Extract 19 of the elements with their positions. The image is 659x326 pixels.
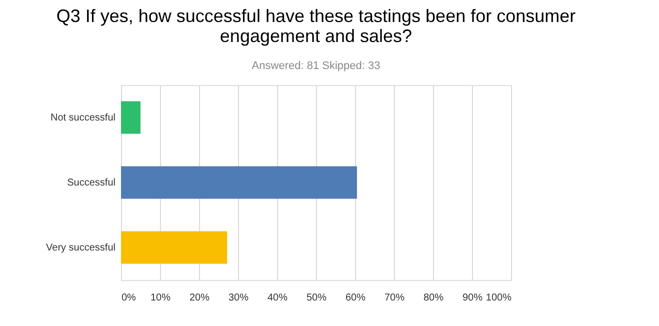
x-tick-label: 100% bbox=[486, 292, 512, 304]
x-tick-label: 70% bbox=[384, 292, 405, 304]
bar bbox=[121, 231, 228, 264]
y-tick-label: Very successful bbox=[46, 242, 116, 254]
chart-subtitle: Answered: 81 Skipped: 33 bbox=[252, 60, 380, 72]
x-tick-label: 30% bbox=[228, 292, 249, 304]
chart-title: Q3 If yes, how successful have these tastings been for consumer engagement and sales? bbox=[56, 6, 576, 46]
x-tick-label: 20% bbox=[189, 292, 210, 304]
x-tick-label: 40% bbox=[267, 292, 288, 304]
bar bbox=[121, 101, 140, 134]
x-tick-label: 90% bbox=[462, 292, 483, 304]
x-tick-label: 80% bbox=[423, 292, 444, 304]
y-tick-label: Successful bbox=[67, 178, 116, 188]
x-tick-label: 10% bbox=[150, 292, 171, 304]
x-tick-label: 0% bbox=[122, 292, 136, 304]
y-tick-label: Not successful bbox=[50, 112, 116, 124]
x-tick-label: 60% bbox=[345, 292, 366, 304]
x-tick-label: 50% bbox=[306, 292, 327, 304]
bar bbox=[121, 166, 357, 199]
